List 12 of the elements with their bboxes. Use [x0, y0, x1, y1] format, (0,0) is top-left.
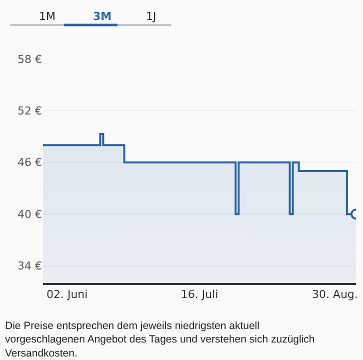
y-tick-label: 40 €	[18, 208, 42, 221]
x-tick-label: 30. Aug.	[312, 288, 358, 301]
text: 1J	[146, 10, 156, 23]
text: 1M	[39, 10, 56, 23]
y-tick-label: 46 €	[18, 156, 42, 170]
y-tick-label: 52 €	[18, 104, 42, 118]
y-tick-label: 34 €	[18, 260, 42, 273]
x-tick-label: 02. Juni	[46, 288, 88, 301]
y-tick-label: 58 €	[18, 52, 42, 66]
text: Die Preise entsprechen dem jeweils niedrigsten aktuell vorgeschlagenen Angebot des Tages und verstehen sich zuzüglich Versandkosten.	[5, 320, 315, 360]
x-tick-label: 16. Juli	[180, 288, 218, 301]
text: 3M	[93, 10, 112, 23]
